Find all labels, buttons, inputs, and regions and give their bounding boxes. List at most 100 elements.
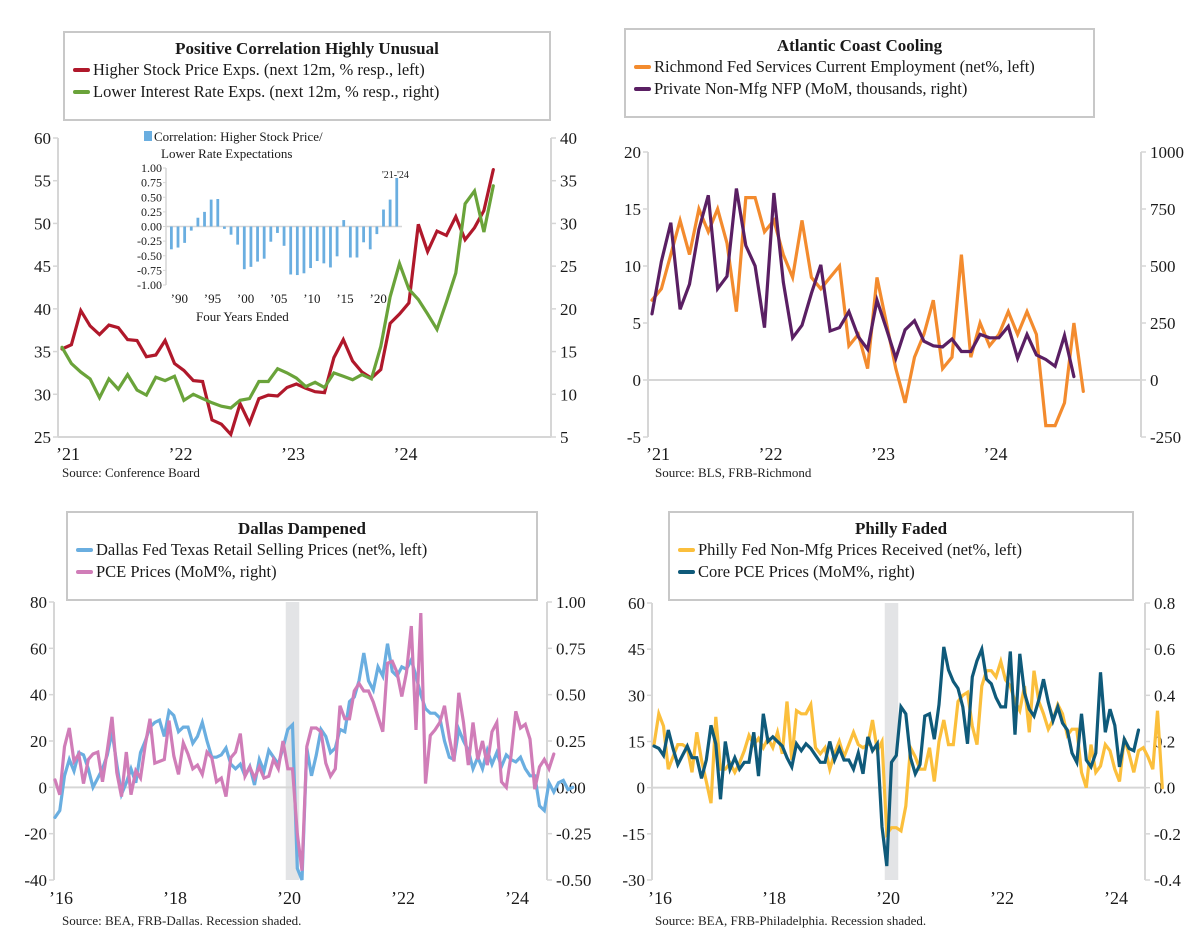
chart-svg-bottom-right: -30 -15 0 15 30 45 60 -0.4 -0.2 0.0 0.2 0.4 0.6 0.8 ’1… [622, 594, 1181, 908]
right-tick-label: 10 [560, 385, 577, 404]
right-tick-label: 0.2 [1154, 733, 1175, 752]
right-tick-label: 20 [560, 300, 577, 319]
legend-label: PCE Prices (MoM%, right) [96, 562, 277, 581]
series-line-1 [53, 643, 575, 881]
legend-label: Philly Fed Non-Mfg Prices Received (net%… [698, 540, 1022, 559]
right-tick-label: 0.75 [556, 639, 586, 658]
inset-bar [209, 199, 213, 227]
series-line-1 [60, 168, 495, 438]
inset-bar [309, 226, 312, 269]
inset-bar [388, 199, 392, 227]
inset-title: Lower Rate Expectations [161, 146, 292, 161]
legend-box: Dallas Dampened Dallas Fed Texas Retail … [66, 511, 538, 601]
left-tick-label: 0 [39, 778, 48, 797]
inset-bar [256, 226, 259, 262]
inset-x-tick-label: ’15 [336, 291, 353, 306]
left-tick-label: 15 [624, 200, 641, 219]
legend-swatch [76, 548, 93, 553]
inset-tick-label: -1.00 [137, 278, 162, 292]
left-tick-label: 60 [30, 639, 47, 658]
inset-bar [289, 226, 293, 275]
source-note: Source: BEA, FRB-Dallas. Recession shade… [62, 913, 302, 928]
chart-panel-top-left: 25 30 35 40 45 50 55 60 5 10 15 20 25 30 35 40 ’21 ’22 ’23… [0, 0, 600, 480]
inset-legend-swatch [144, 131, 152, 141]
left-tick-label: 50 [34, 214, 51, 233]
right-tick-label: 0.4 [1154, 686, 1176, 705]
inset-bar [196, 217, 200, 227]
inset-bar [189, 226, 193, 231]
right-tick-label: 500 [1150, 257, 1176, 276]
legend-label: Richmond Fed Services Current Employment… [654, 57, 1035, 76]
chart-title: Positive Correlation Highly Unusual [175, 39, 439, 58]
inset-tick-label: 1.00 [141, 161, 162, 175]
left-tick-label: -30 [622, 871, 645, 890]
left-tick-label: 35 [34, 343, 51, 362]
right-tick-label: 750 [1150, 200, 1176, 219]
inset-x-tick-label: ’20 [369, 291, 386, 306]
inset-x-tick-label: ’90 [171, 291, 188, 306]
inset-bar [302, 226, 306, 274]
inset-bar [249, 226, 253, 267]
inset-x-tick-label: ’05 [270, 291, 287, 306]
left-tick-label: 55 [34, 172, 51, 191]
inset-xlabel: Four Years Ended [196, 309, 289, 324]
legend-label: Higher Stock Price Exps. (next 12m, % re… [93, 60, 425, 79]
left-tick-label: 60 [628, 594, 645, 613]
inset-bar [242, 226, 246, 270]
chart-panel-bottom-left: -40 -20 0 20 40 60 80 -0.50 -0.25 0.00 0.25 0.50 0.7… [0, 470, 600, 937]
chart-title: Atlantic Coast Cooling [776, 36, 943, 55]
legend-swatch [76, 570, 93, 575]
x-tick-label: ’22 [391, 888, 415, 908]
right-tick-label: 15 [560, 343, 577, 362]
inset-bar [223, 226, 226, 229]
x-tick-label: ’23 [281, 444, 305, 464]
x-tick-label: ’18 [762, 888, 786, 908]
legend-box: Atlantic Coast Cooling Richmond Fed Serv… [624, 28, 1095, 118]
series-line-2 [60, 184, 495, 410]
source-note: Source: BEA, FRB-Philadelphia. Recession… [655, 913, 927, 928]
inset-annotation: '21-'24 [382, 170, 409, 181]
left-tick-label: -40 [24, 871, 47, 890]
legend-swatch [678, 570, 695, 575]
legend-swatch [678, 548, 695, 553]
right-tick-label: 0.25 [556, 732, 586, 751]
legend-label: Dallas Fed Texas Retail Selling Prices (… [96, 540, 428, 559]
x-tick-label: ’22 [990, 888, 1014, 908]
inset-bar [282, 226, 286, 246]
left-tick-label: 25 [34, 428, 51, 447]
inset-bar [355, 226, 359, 258]
left-tick-label: 60 [34, 129, 51, 148]
inset-tick-label: -0.75 [137, 263, 162, 277]
x-tick-label: ’24 [394, 444, 418, 464]
legend-item: Richmond Fed Services Current Employment… [626, 56, 1093, 78]
chart-panel-top-right: -5 0 5 10 15 20 -250 0 250 500 750 1000 ’21 ’22 ’23 ’24… [600, 0, 1200, 480]
inset-tick-label: -0.25 [137, 234, 162, 248]
inset-bar [382, 209, 385, 227]
left-tick-label: 45 [628, 640, 645, 659]
inset-bar [335, 226, 339, 257]
right-tick-label: 35 [560, 172, 577, 191]
right-tick-label: 0.50 [556, 686, 586, 705]
x-tick-label: ’24 [984, 444, 1008, 464]
inset-bar [216, 199, 220, 227]
x-tick-label: ’20 [876, 888, 900, 908]
x-tick-label: ’23 [871, 444, 895, 464]
inset-bar [315, 226, 319, 262]
inset-tick-label: 0.50 [141, 190, 162, 204]
chart-svg-top-right: -5 0 5 10 15 20 -250 0 250 500 750 1000 ’21 ’22 ’23 ’24 [624, 143, 1184, 464]
x-tick-label: ’20 [277, 888, 301, 908]
series-line-1 [650, 196, 1085, 428]
left-tick-label: 0 [637, 779, 646, 798]
chart-title: Dallas Dampened [238, 519, 366, 538]
left-tick-label: 0 [633, 371, 642, 390]
legend-label: Lower Interest Rate Exps. (next 12m, % r… [93, 82, 440, 101]
inset-bar [169, 226, 173, 250]
legend-item: Lower Interest Rate Exps. (next 12m, % r… [65, 81, 549, 103]
right-tick-label: 25 [560, 257, 577, 276]
x-tick-label: ’21 [56, 444, 80, 464]
inset-bar [229, 226, 233, 235]
left-tick-label: 20 [30, 732, 47, 751]
right-tick-label: 250 [1150, 314, 1176, 333]
series-line-2 [53, 613, 556, 871]
inset-bar [395, 177, 399, 227]
